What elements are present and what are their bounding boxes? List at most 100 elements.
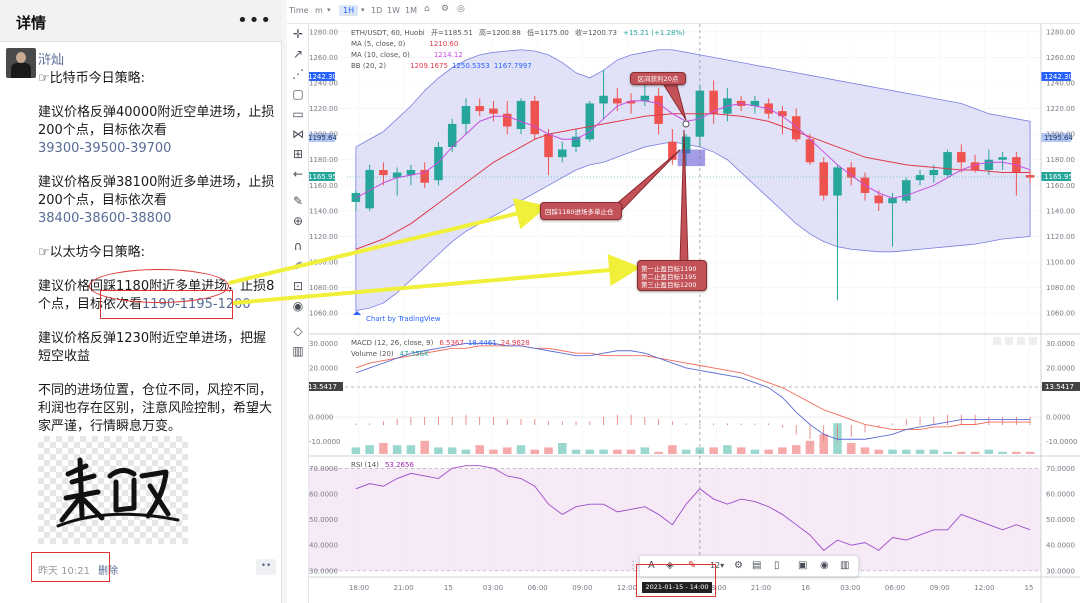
candle-body [379,169,388,176]
candle-body [778,111,787,117]
chart-canvas[interactable]: 1242.30 1195.64 1165.95 1242.30 1195.64 … [309,24,1080,603]
interval-1w[interactable]: 1W [387,6,400,15]
pattern-icon[interactable]: ⋈ [292,127,304,141]
interval-1h[interactable]: 1H [339,5,359,16]
powered-by-tradingview[interactable]: Chart by TradingView [366,315,441,323]
trash-icon[interactable]: ▥ [840,560,850,571]
legend-macd-v3: 24.9628 [501,339,530,347]
settings-icon[interactable]: ⚙ [441,4,450,14]
volume-bar [502,447,512,454]
candle-body [640,95,650,101]
volume-bar [846,443,856,454]
settings-icon[interactable]: ⚙ [734,560,743,571]
layers-icon[interactable]: ◇ [293,324,303,338]
candle-body [626,100,636,104]
price-badge-2: 1195.64 [1044,134,1073,142]
legend-bb-upper: 1250.5353 [452,62,490,70]
entry-zone-box [677,149,706,167]
price-tick-label: 1060.00 [1046,310,1075,318]
volume-bar [668,445,677,454]
time-tick-label: 15 [1025,584,1034,592]
visibility-icon[interactable]: ◉ [820,560,829,571]
callout-target-3: 第三止盈目标1200 [641,281,697,289]
btc-short-text: 建议价格反弹40000附近空单进场，止损200个点，目标依次看 [38,105,275,138]
fill-color-icon[interactable]: ◈ [666,560,674,571]
eye-icon[interactable]: ◉ [292,299,304,313]
price-tick-label-left: 1160.00 [309,182,338,190]
volume-bar [406,445,416,454]
ruler-icon[interactable]: ✎ [292,194,304,208]
comment-dots-button[interactable]: •• [256,559,276,575]
pane-controls [993,337,1037,345]
price-tick-label: 1260.00 [1046,54,1075,62]
volume-bar [681,449,691,454]
price-tick-label: 1140.00 [1046,207,1075,215]
legend-close: 收=1200.73 [575,28,617,37]
candle-body [489,108,498,114]
text-note-icon[interactable]: ▭ [292,107,304,121]
price-tick-label: 1240.00 [1046,79,1075,87]
volume-bar [943,451,952,454]
svg-text:MA (5, close, 0)1210.60: MA (5, close, 0) 1210.60 [351,40,458,48]
font-size-select[interactable]: 12▾ [710,561,725,570]
camera-icon[interactable]: ◎ [457,4,465,14]
drag-handle-icon[interactable]: ⋮ [628,560,638,571]
volume-bar [613,449,622,454]
line-color-icon[interactable]: ✎ [688,560,697,571]
chart-type-icon[interactable]: ⌂ [424,4,430,14]
volume-bar [902,449,911,454]
arrow-left-icon[interactable]: ← [292,167,304,181]
candle-body [434,146,443,181]
callout-profit-range: 区间获利20点 [630,72,686,85]
price-tick-label-left: 1080.00 [309,284,338,292]
rsi-tick-label: 70.0000 [1046,465,1075,473]
candle-body [984,159,994,170]
ma-slow-line [355,113,1031,250]
lock-icon[interactable]: ▣ [798,560,808,571]
chevron-down-icon[interactable]: ▾ [361,6,365,14]
magnet-icon[interactable]: ∩ [293,239,303,253]
volume-bar [888,449,897,454]
text-tool-icon[interactable]: A [648,560,655,571]
signature-image[interactable] [38,436,188,544]
legend-volume: Volume (20) [351,350,394,358]
measure-icon[interactable]: ⊞ [292,147,304,161]
trash-icon[interactable]: ▥ [292,344,304,358]
lock-pen-icon[interactable]: ✐ [292,259,304,273]
delete-link[interactable]: 删除 [98,566,118,577]
lock-icon[interactable]: ⊡ [292,279,304,293]
candle-body [654,95,663,124]
trendline-icon[interactable]: ↗ [292,47,304,61]
crosshair-time-badge: 2021-01-15 - 14:00 [642,582,712,593]
more-options-icon[interactable]: ••• [237,10,272,31]
time-tick-label: 09:00 [572,584,592,592]
author-name[interactable]: 浒灿 [38,53,65,68]
rsi-tick-label: 50.0000 [1046,516,1075,524]
legend-macd: MACD (12, 26, close, 9) [351,339,434,347]
price-tick-label: 1220.00 [1046,105,1075,113]
rsi-tick-label-left: 60.0000 [309,490,338,498]
rectangle-icon[interactable]: ▢ [292,87,304,101]
crosshair-icon[interactable]: ✛ [292,27,304,41]
chevron-down-icon[interactable]: ▾ [327,6,331,14]
legend-volume-value: 47.356K [400,350,429,358]
clone-icon[interactable]: ▯ [774,560,780,571]
candle-body [516,100,526,130]
avatar[interactable] [6,48,36,78]
template-icon[interactable]: ▤ [752,560,762,571]
zoom-icon[interactable]: ⊕ [292,214,304,228]
fib-icon[interactable]: ⋰ [292,67,304,81]
candle-body [406,169,416,176]
candle-body [530,100,540,135]
interval-m[interactable]: m [315,6,323,15]
time-label[interactable]: Time [289,6,309,15]
btc-short-paragraph: 建议价格反弹40000附近空单进场，止损200个点，目标依次看 39300-39… [38,104,276,158]
price-tick-label: 1100.00 [1046,259,1075,267]
candle-body [420,169,429,183]
signature-calligraphy [56,457,180,528]
interval-1d[interactable]: 1D [371,6,383,15]
interval-1m[interactable]: 1M [405,6,417,15]
legend-macd-v1: 6.5367 [439,339,464,347]
volume-bar [654,451,663,454]
